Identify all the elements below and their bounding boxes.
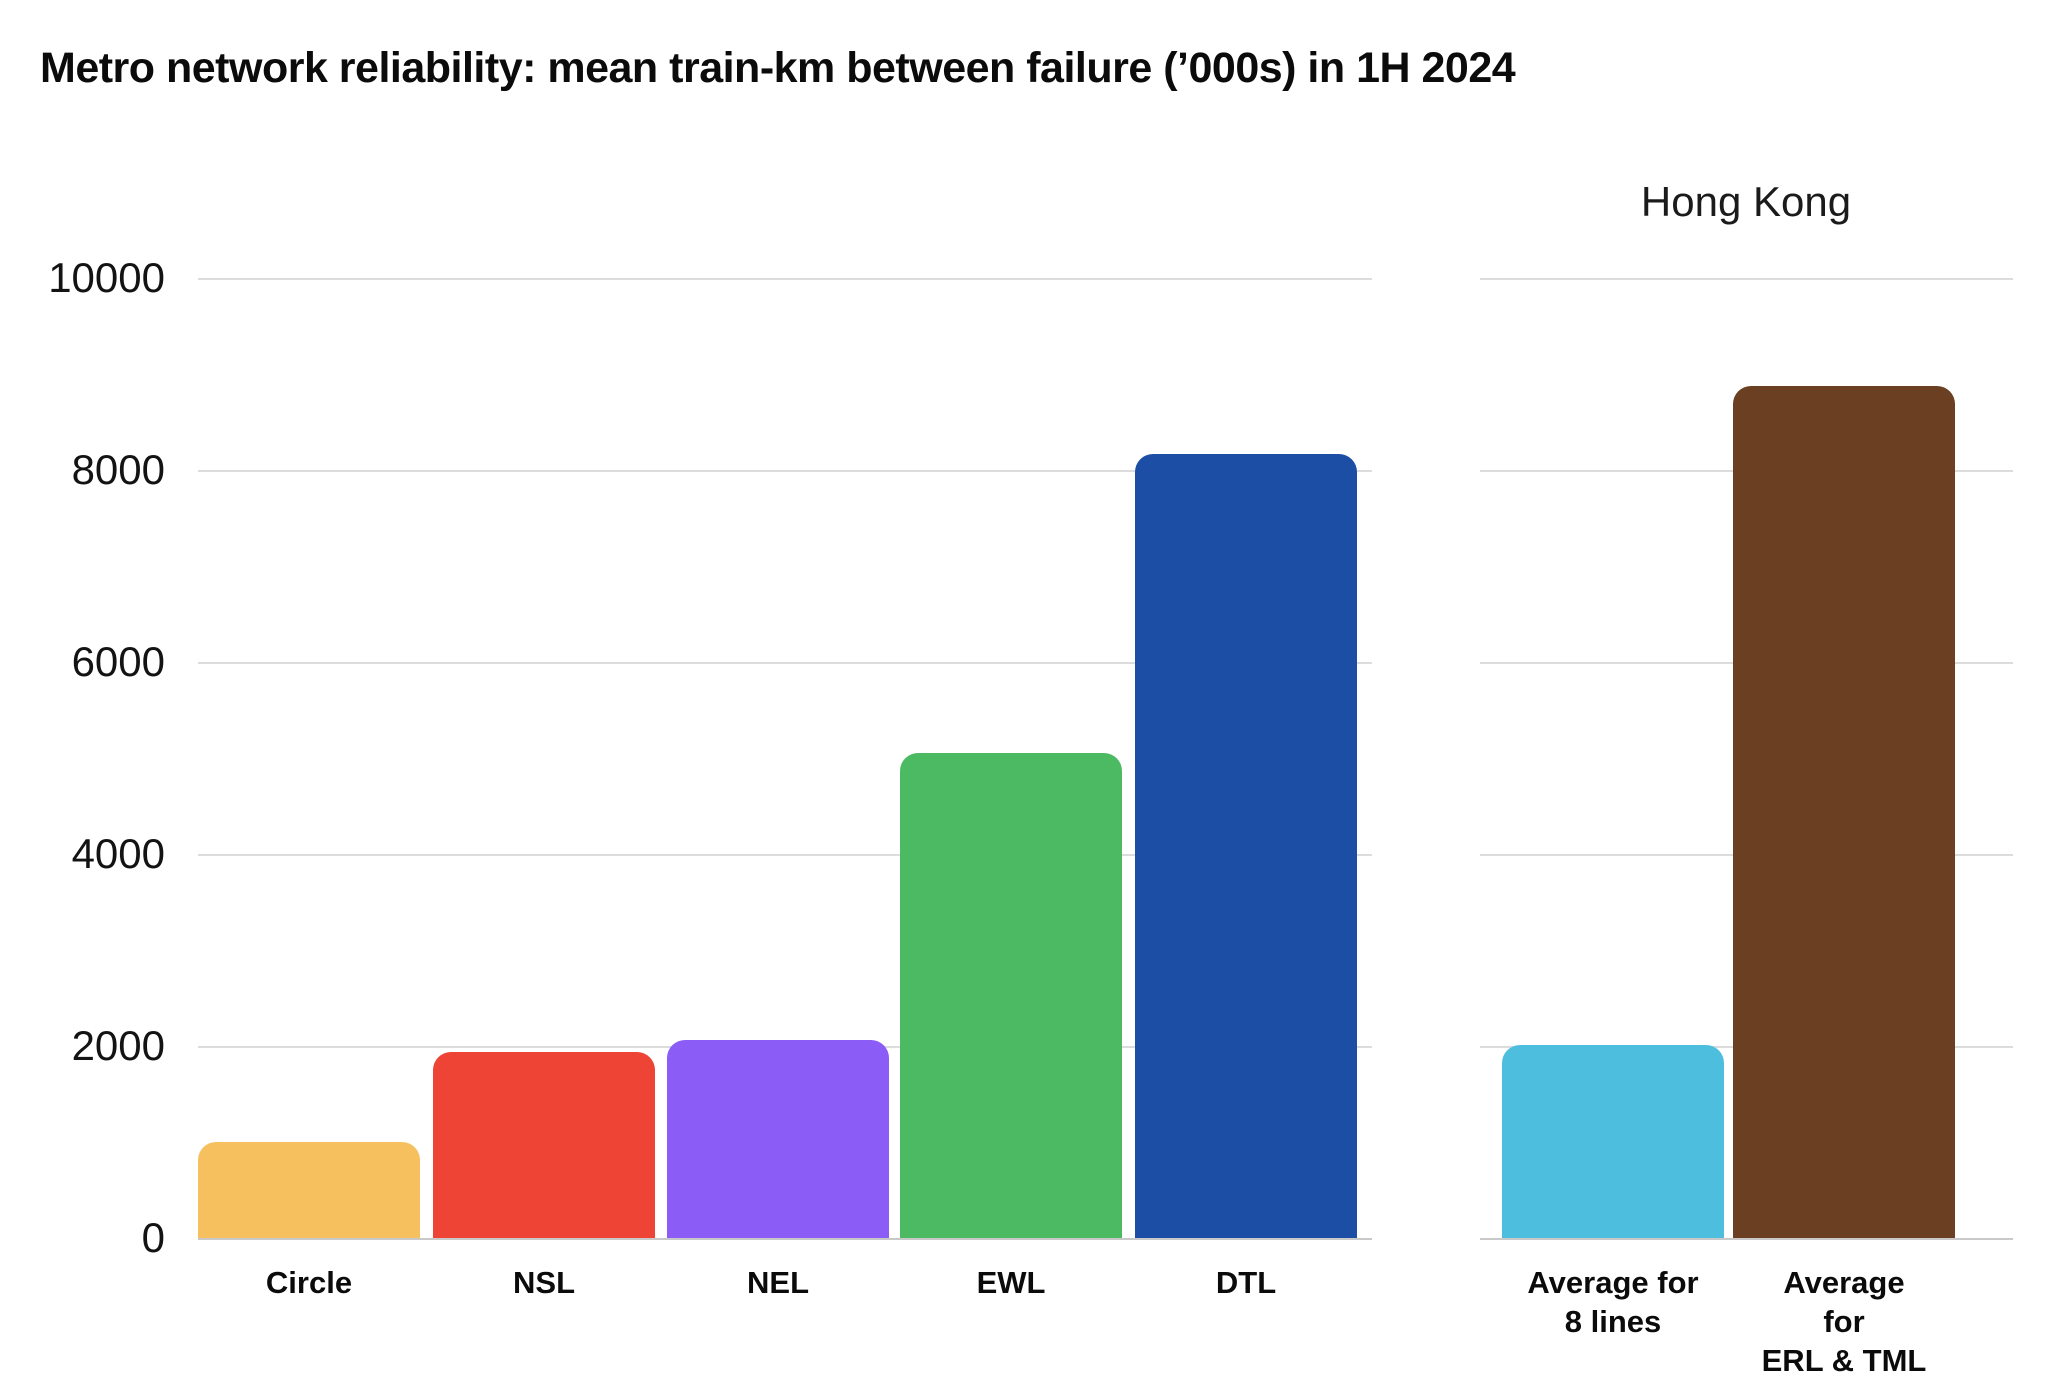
gridline-8000 [198, 470, 1372, 472]
bar-dtl [1135, 454, 1357, 1238]
x-label-ewl: EWL [976, 1265, 1046, 1300]
x-label-nsl: NSL [513, 1265, 575, 1300]
panel-metro-lines: Circle NSL NEL EWL DTL [198, 278, 1372, 1300]
x-axis-line [198, 1238, 1372, 1240]
y-tick-4000: 4000 [71, 830, 165, 877]
x-label-average-for-erl-tml: Average for ERL & TML [1761, 1265, 1927, 1378]
y-tick-0: 0 [141, 1214, 165, 1261]
x-label-nel: NEL [747, 1265, 809, 1300]
y-tick-6000: 6000 [71, 638, 165, 685]
x-label-circle: Circle [265, 1265, 353, 1300]
panel-heading-hong-kong: Hong Kong [1640, 178, 1852, 225]
bar-average-for-8-lines [1502, 1044, 1724, 1238]
y-axis: 0 2000 4000 6000 8000 10000 [0, 0, 170, 1383]
gridline-10000 [1480, 278, 2013, 280]
gridline-4000 [198, 854, 1372, 856]
gridline-10000 [198, 278, 1372, 280]
bar-circle [198, 1142, 420, 1238]
x-label-average-for-8-lines: Average for 8 lines [1527, 1265, 1699, 1339]
bar-nel [667, 1040, 889, 1238]
x-axis-line [1480, 1238, 2013, 1240]
chart-title: Metro network reliability: mean train-km… [40, 44, 1516, 92]
bar-ewl [900, 753, 1122, 1238]
y-tick-8000: 8000 [71, 446, 165, 493]
gridline-6000 [198, 662, 1372, 664]
y-tick-10000: 10000 [48, 254, 165, 301]
bar-average-for-erl-tml [1733, 385, 1955, 1238]
panel-hong-kong: Average for 8 lines Average for ERL & TML [1480, 278, 2013, 1378]
y-tick-2000: 2000 [71, 1022, 165, 1069]
bar-nsl [433, 1051, 655, 1238]
x-label-dtl: DTL [1215, 1265, 1277, 1300]
